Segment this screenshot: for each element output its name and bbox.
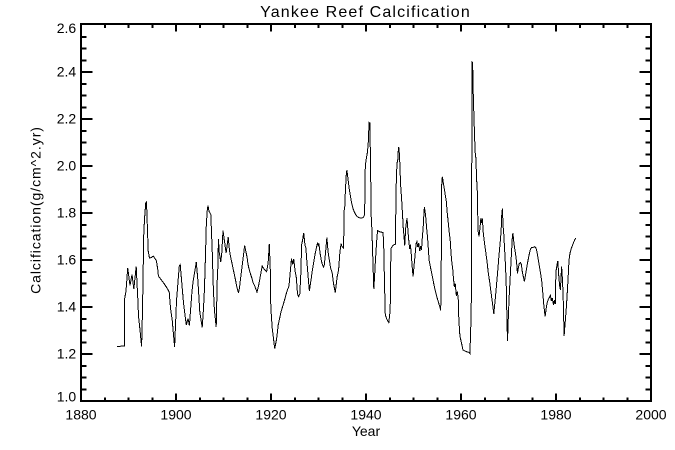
svg-text:2.6: 2.6 — [57, 20, 77, 36]
svg-text:1980: 1980 — [540, 406, 571, 422]
svg-text:1.0: 1.0 — [57, 389, 77, 405]
svg-text:1960: 1960 — [445, 406, 476, 422]
svg-text:1.2: 1.2 — [57, 346, 77, 362]
svg-text:2.0: 2.0 — [57, 158, 77, 174]
svg-text:2.4: 2.4 — [57, 64, 77, 80]
svg-text:2.2: 2.2 — [57, 111, 77, 127]
svg-text:1940: 1940 — [350, 406, 381, 422]
svg-text:1.6: 1.6 — [57, 252, 77, 268]
svg-text:Year: Year — [352, 423, 381, 439]
svg-text:1.4: 1.4 — [57, 299, 77, 315]
svg-text:1900: 1900 — [160, 406, 191, 422]
svg-text:Calcification(g/cm^2.yr): Calcification(g/cm^2.yr) — [28, 126, 44, 294]
svg-text:Yankee Reef Calcification: Yankee Reef Calcification — [260, 4, 471, 21]
svg-text:1.8: 1.8 — [57, 205, 77, 221]
svg-text:1920: 1920 — [255, 406, 286, 422]
svg-text:2000: 2000 — [635, 406, 666, 422]
svg-text:1880: 1880 — [65, 406, 96, 422]
